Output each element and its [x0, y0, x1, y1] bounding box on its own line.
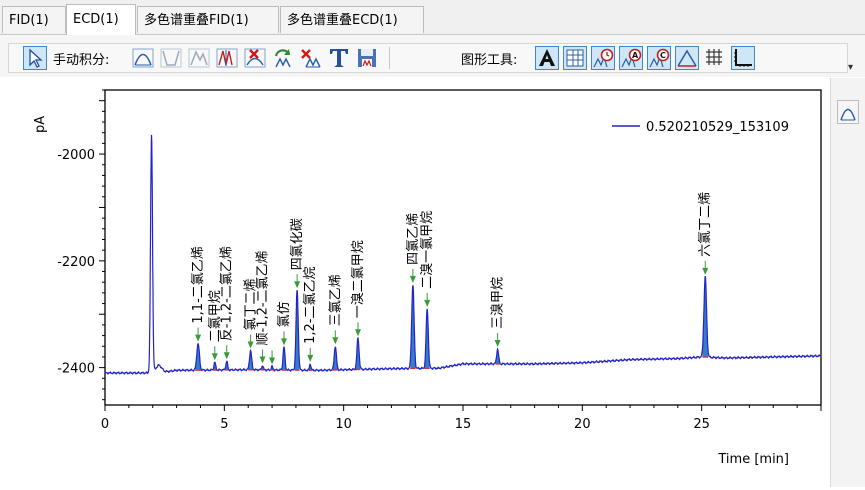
- manual-integration-label: 手动积分:: [53, 49, 109, 68]
- peak-label: 四氯乙烯: [406, 213, 421, 265]
- chromatogram-area: 1,1-二氯乙烯二氯甲烷反-1,2-二氯乙烯氯丁二烯顺-1,2-二氯乙烯氯仿四氯…: [0, 78, 830, 487]
- tab-bar: FID(1) ECD(1) 多色谱重叠FID(1) 多色谱重叠ECD(1): [0, 0, 865, 35]
- peak-integrate-icon[interactable]: [131, 46, 155, 70]
- tab-fid[interactable]: FID(1): [2, 6, 66, 33]
- y-tick-label: -2000: [57, 148, 95, 163]
- peak-label: 顺-1,2-二氯乙烯: [256, 250, 271, 345]
- legend-entry: 0.520210529_153109: [646, 120, 789, 135]
- axis-icon[interactable]: [731, 46, 755, 70]
- svg-text:C: C: [660, 51, 666, 60]
- peak-label: 四氯化碳: [290, 218, 305, 270]
- tab-overlay-ecd[interactable]: 多色谱重叠ECD(1): [280, 6, 424, 33]
- chromatogram-chart[interactable]: 1,1-二氯乙烯二氯甲烷反-1,2-二氯乙烯氯丁二烯顺-1,2-二氯乙烯氯仿四氯…: [0, 78, 830, 487]
- x-tick-label: 15: [455, 417, 472, 432]
- toolbar-overflow-chevron-icon[interactable]: ▾: [848, 62, 853, 73]
- toolbar-separator: [389, 47, 390, 69]
- tab-overlay-fid[interactable]: 多色谱重叠FID(1): [137, 6, 279, 33]
- save-icon[interactable]: [355, 46, 379, 70]
- cursor-arrow-icon[interactable]: [23, 46, 47, 70]
- table-icon[interactable]: [563, 46, 587, 70]
- reintegrate-icon[interactable]: [271, 46, 295, 70]
- x-axis-label: Time [min]: [717, 452, 789, 467]
- peak-label: 一溴二氯甲烷: [351, 240, 366, 318]
- x-tick-label: 20: [574, 417, 591, 432]
- peak-shape-icon[interactable]: [675, 46, 699, 70]
- toolbar-strip: 手动积分: 图形工具:: [8, 43, 848, 73]
- tab-ecd[interactable]: ECD(1): [66, 4, 136, 35]
- delete-peak-icon[interactable]: [243, 46, 267, 70]
- x-tick-label: 10: [335, 417, 352, 432]
- svg-text:A: A: [632, 51, 639, 60]
- annotate-c-icon[interactable]: C: [647, 46, 671, 70]
- peak-label: 六氯丁二烯: [698, 192, 713, 257]
- y-tick-label: -2400: [57, 362, 95, 377]
- x-tick-label: 5: [220, 417, 228, 432]
- plot-box: [105, 90, 821, 405]
- peak-label: 氯仿: [277, 301, 292, 327]
- peak-label: 三氯乙烯: [328, 274, 343, 326]
- font-a-icon[interactable]: [535, 46, 559, 70]
- peak-label: 三溴甲烷: [491, 277, 506, 329]
- y-axis-label: pA: [33, 116, 48, 133]
- x-tick-label: 0: [101, 417, 109, 432]
- annotate-a-icon[interactable]: A: [619, 46, 643, 70]
- toolbar: 手动积分: 图形工具:: [0, 35, 865, 77]
- skim-icon[interactable]: [187, 46, 211, 70]
- y-tick-label: -2200: [57, 255, 95, 270]
- x-tick-label: 25: [693, 417, 710, 432]
- peak-label: 二溴一氯甲烷: [420, 211, 435, 289]
- text-tool-icon[interactable]: [327, 46, 351, 70]
- clock-icon[interactable]: [591, 46, 615, 70]
- valley-integrate-icon[interactable]: [159, 46, 183, 70]
- peak-label: 1,2-二氯乙烷: [303, 267, 318, 344]
- side-panel: [830, 78, 865, 487]
- delete-baseline-icon[interactable]: [299, 46, 323, 70]
- peak-label: 反-1,2-二氯乙烯: [220, 246, 235, 341]
- split-peak-icon[interactable]: [215, 46, 239, 70]
- graph-tools-label: 图形工具:: [461, 49, 517, 68]
- peak-label: 1,1-二氯乙烯: [191, 246, 206, 323]
- grid-icon[interactable]: [703, 46, 727, 70]
- peak-shape-icon[interactable]: [837, 100, 859, 124]
